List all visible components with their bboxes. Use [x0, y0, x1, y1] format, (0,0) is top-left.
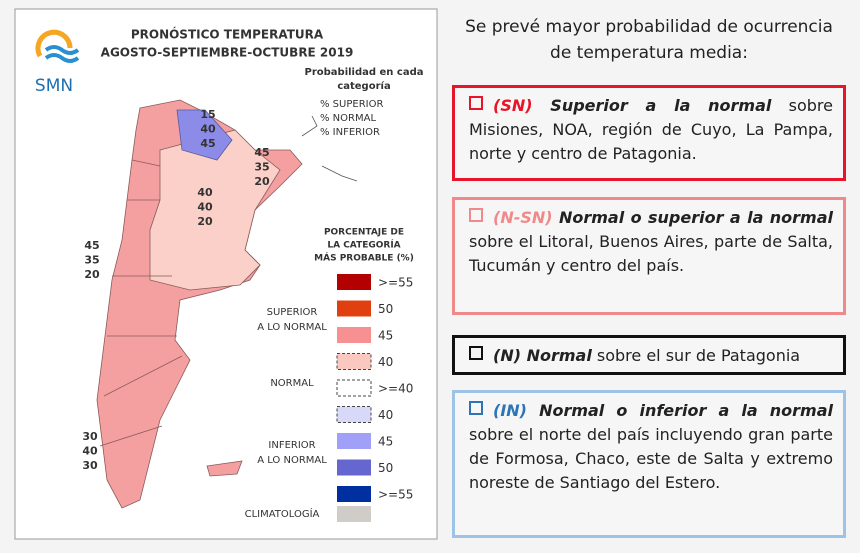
legend-swatch: [337, 486, 371, 502]
map-panel: SMN PRONÓSTICO TEMPERATURA AGOSTO-SEPTIE…: [14, 8, 438, 540]
legend-label: >=55: [378, 276, 413, 290]
legend-label: >=40: [378, 382, 413, 396]
legend-swatch: [337, 300, 371, 317]
map-annotation: 15: [200, 108, 215, 121]
prob-order: % SUPERIOR: [320, 99, 383, 110]
map-annotation: 45: [200, 137, 215, 150]
legend-group: A LO NORMAL: [257, 455, 327, 466]
legend-title: PORCENTAJE DE: [324, 228, 404, 238]
legend-swatch: [336, 353, 372, 370]
desc: sobre el sur de Patagonia: [591, 346, 801, 365]
legend-label: 40: [378, 355, 393, 369]
map-annotation: 40: [82, 445, 98, 458]
legend-title: LA CATEGORÍA: [327, 239, 400, 251]
box-n: (N) Normal sobre el sur de Patagonia: [452, 335, 846, 375]
desc: sobre el Litoral, Buenos Aires, parte de…: [469, 232, 833, 275]
legend-group: NORMAL: [270, 378, 314, 389]
legend-label: 45: [378, 329, 393, 343]
legend-label: 45: [378, 435, 393, 449]
label: Normal o superior a la normal: [552, 208, 833, 227]
map-annotation: 40: [197, 201, 213, 214]
map-annotation: 30: [82, 459, 98, 472]
intro: Se prevé mayor probabilidad de ocurrenci…: [465, 17, 833, 63]
legend-swatch: [337, 506, 371, 522]
label: (N) Normal: [493, 346, 592, 365]
checkbox: [469, 96, 483, 110]
box-in: (IN) Normal o inferior a la normal sobre…: [452, 390, 846, 538]
map-title: AGOSTO-SEPTIEMBRE-OCTUBRE 2019: [101, 46, 354, 60]
code: (N-SN): [493, 208, 553, 227]
map-shape: [96, 99, 358, 509]
legend-swatch: [336, 406, 372, 423]
checkbox: [469, 401, 483, 415]
prob-header: Probabilidad en cada: [305, 67, 424, 78]
map-annotation: 35: [84, 254, 99, 267]
map-annotation: 20: [254, 175, 270, 188]
logo-text: SMN: [35, 76, 73, 96]
desc: sobre Misiones, NOA, región de Cuyo, La …: [469, 96, 834, 163]
legend-group: SUPERIOR: [267, 307, 318, 318]
map-annotation: 45: [84, 239, 99, 252]
checkbox: [469, 346, 483, 360]
legend-title: MÁS PROBABLE (%): [314, 252, 414, 264]
code: (IN): [493, 401, 527, 420]
logo: [35, 29, 80, 63]
map-annotation: 40: [197, 186, 213, 199]
legend-label: 50: [378, 302, 393, 316]
legend-label: 50: [378, 461, 393, 475]
map-annotation: 20: [197, 215, 213, 228]
legend-group: CLIMATOLOGÍA: [245, 507, 320, 520]
prob-header: categoría: [337, 80, 390, 92]
checkbox: [469, 208, 483, 222]
label: Normal o inferior a la normal: [526, 401, 833, 420]
map-annotation: 20: [84, 268, 100, 281]
legend-label: >=55: [378, 488, 413, 502]
map-title: PRONÓSTICO TEMPERATURA: [131, 27, 324, 42]
legend-group: INFERIOR: [268, 440, 315, 451]
map-annotation: 30: [82, 430, 98, 443]
desc: sobre el norte del país incluyendo gran …: [469, 425, 833, 492]
legend-swatch: [337, 433, 371, 449]
box-sn: (SN) Superior a la normal sobre Misiones…: [452, 85, 846, 181]
map-annotation: 40: [200, 123, 216, 136]
legend-swatch: [337, 327, 371, 343]
code: (SN): [493, 96, 533, 115]
label: Superior a la normal: [532, 96, 772, 115]
legend-swatch: [336, 379, 372, 397]
prob-order: % NORMAL: [320, 113, 376, 124]
legend-label: 40: [378, 408, 393, 422]
legend-swatch: [337, 459, 371, 476]
legend-group: A LO NORMAL: [257, 322, 327, 333]
map-annotation: 35: [254, 161, 269, 174]
legend-swatch: [337, 274, 371, 290]
box-nsn: (N-SN) Normal o superior a la normal sob…: [452, 197, 846, 315]
prob-order: % INFERIOR: [320, 127, 380, 138]
map-annotation: 45: [254, 146, 269, 159]
